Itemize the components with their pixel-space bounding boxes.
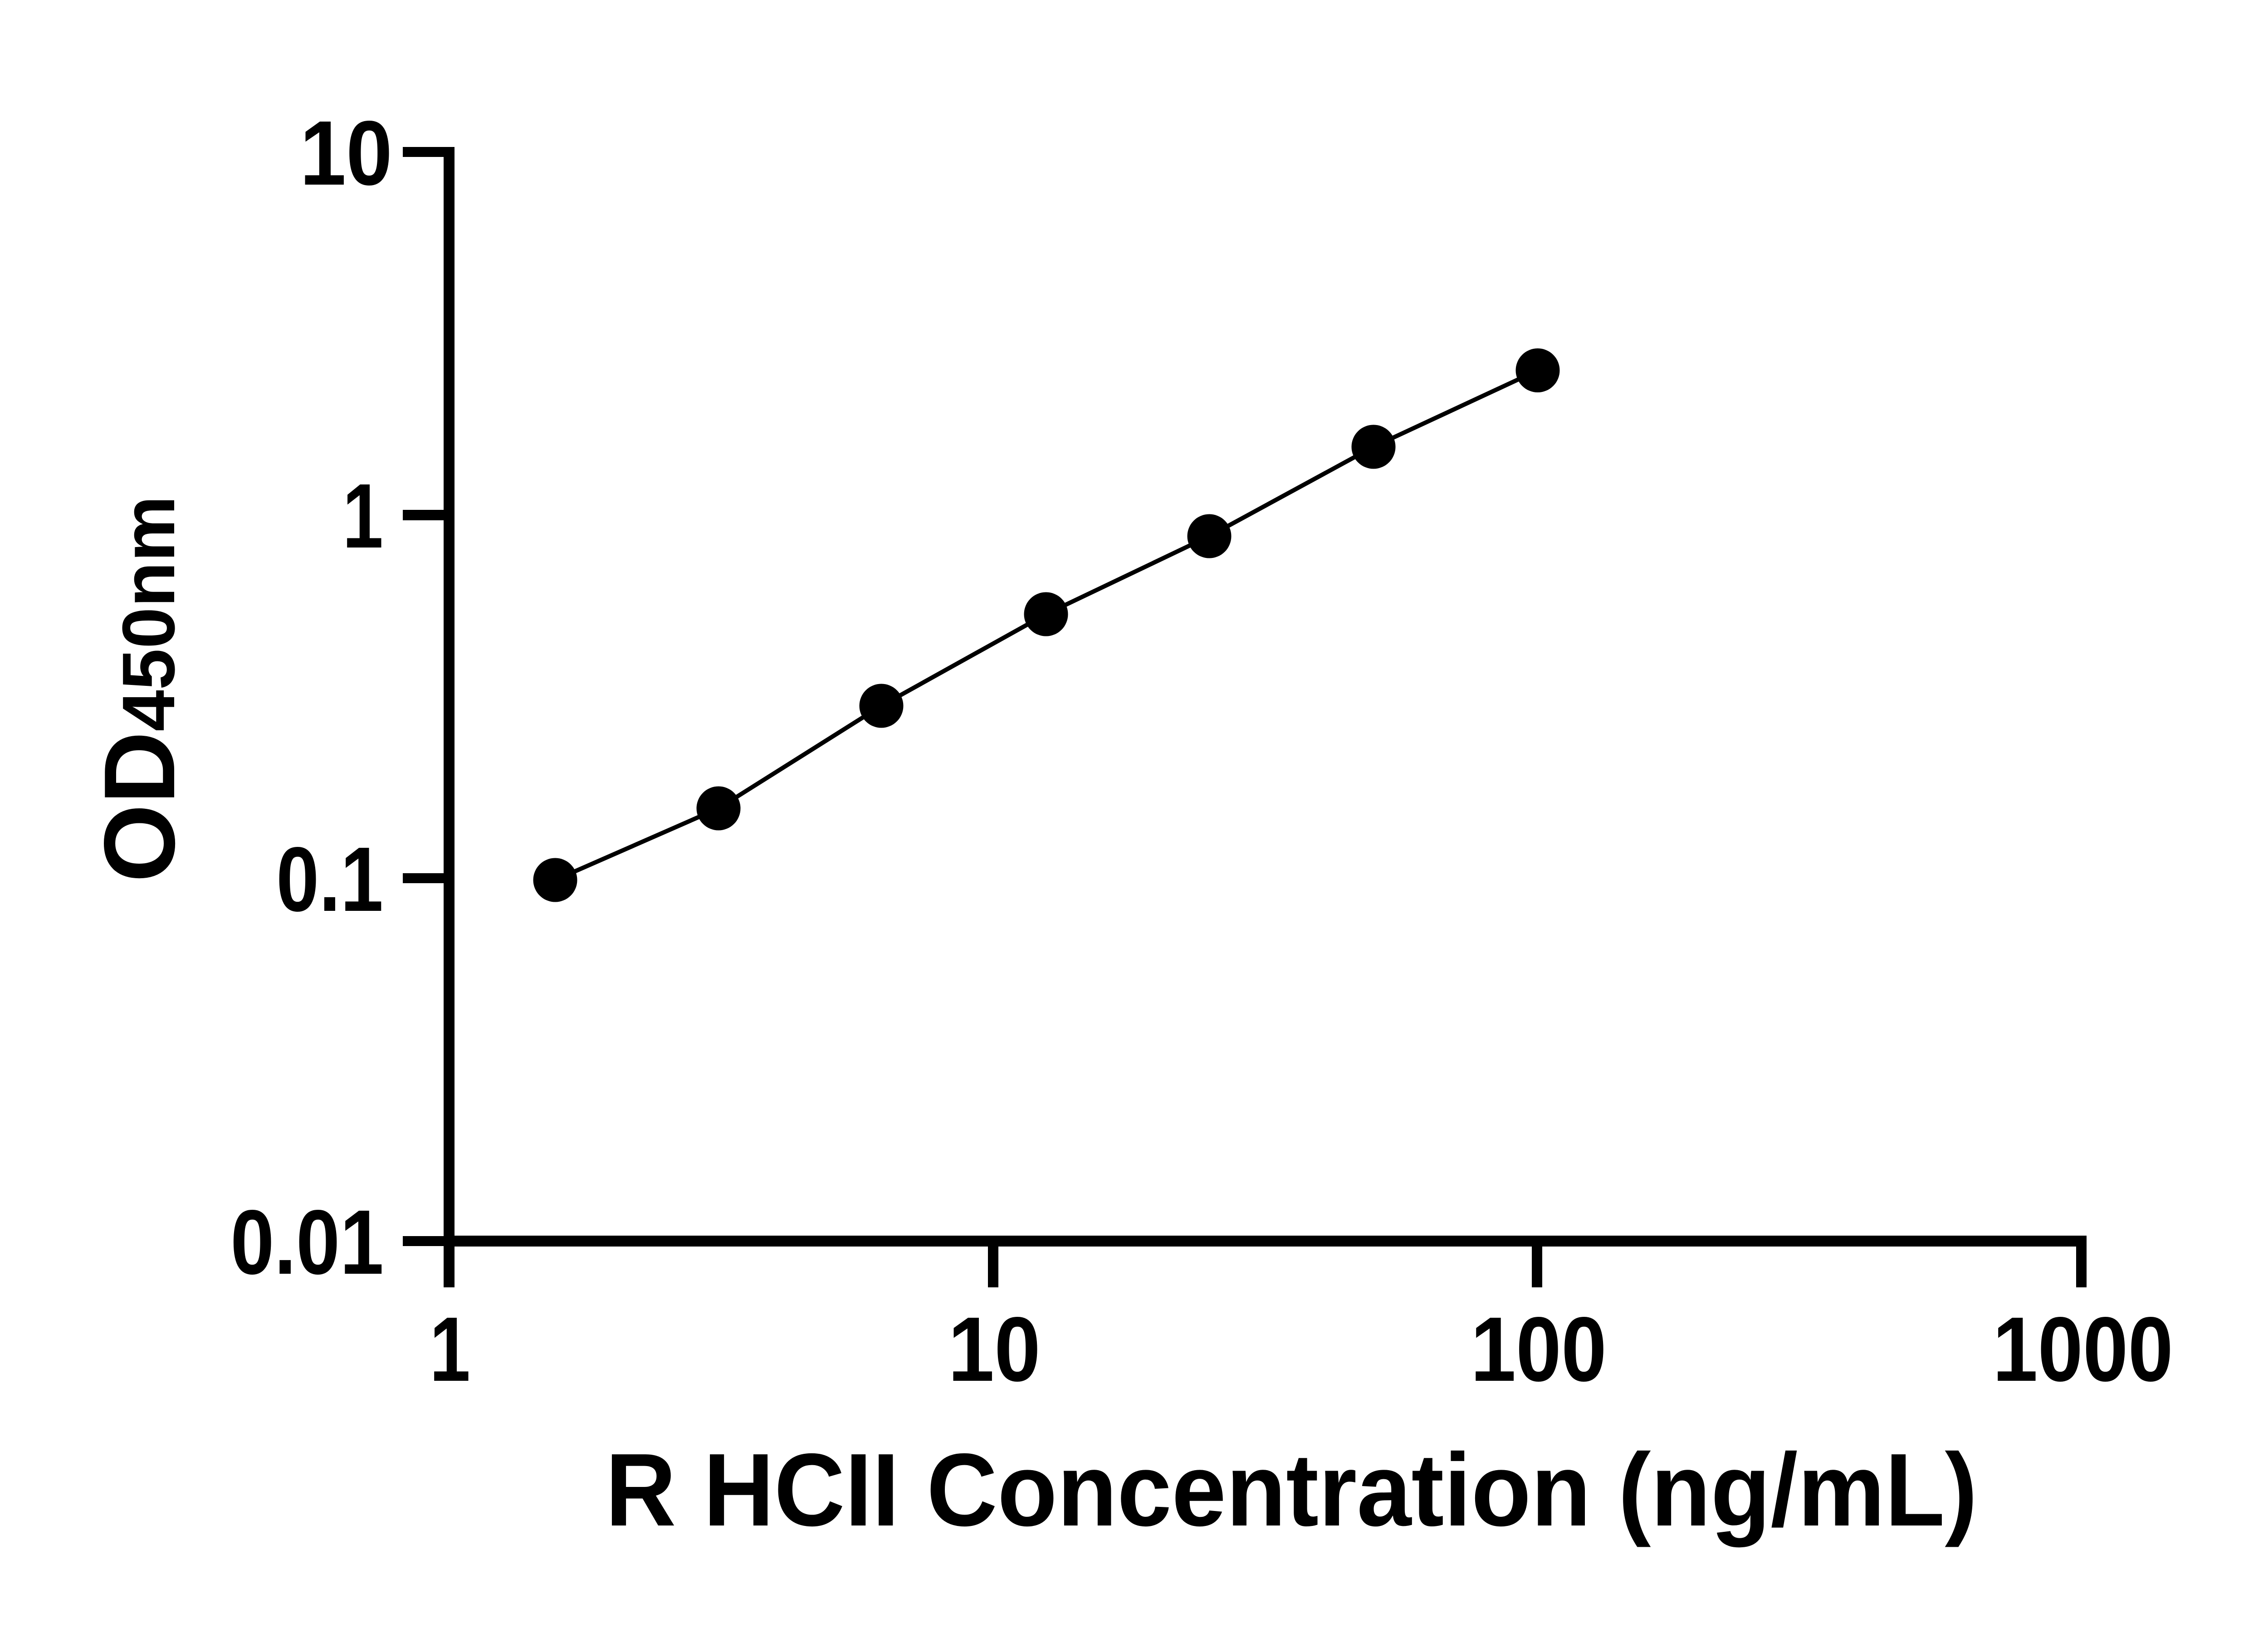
- svg-text:10: 10: [300, 102, 392, 204]
- svg-text:1: 1: [430, 1298, 470, 1400]
- svg-text:R HCII Concentration (ng/mL): R HCII Concentration (ng/mL): [606, 1433, 1978, 1548]
- svg-text:0.01: 0.01: [230, 1191, 384, 1293]
- svg-text:1000: 1000: [1993, 1298, 2173, 1400]
- svg-text:0.1: 0.1: [276, 828, 383, 930]
- svg-text:100: 100: [1471, 1298, 1607, 1400]
- svg-text:1: 1: [342, 464, 383, 567]
- svg-text:10: 10: [948, 1298, 1041, 1400]
- svg-text:OD450nm: OD450nm: [83, 496, 196, 883]
